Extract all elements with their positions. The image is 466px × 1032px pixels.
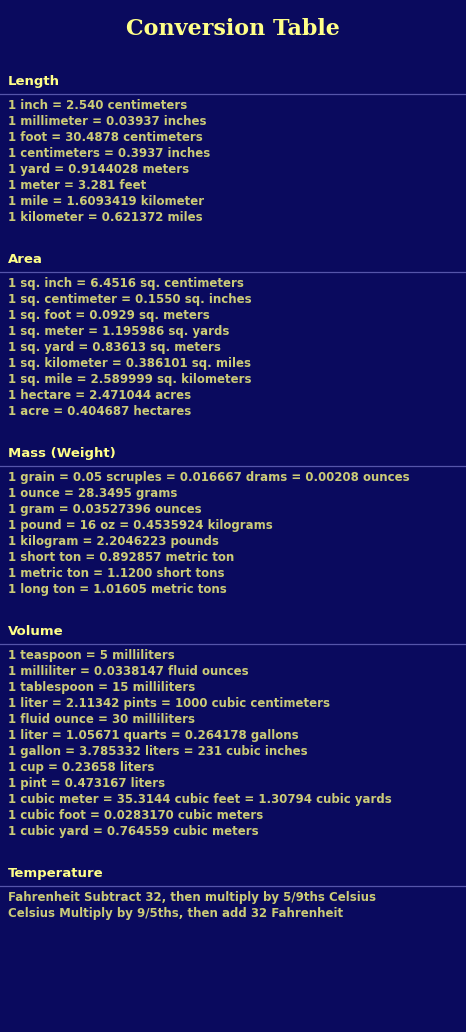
Text: 1 cup = 0.23658 liters: 1 cup = 0.23658 liters	[8, 761, 154, 774]
Text: Area: Area	[8, 253, 43, 266]
Text: 1 sq. inch = 6.4516 sq. centimeters: 1 sq. inch = 6.4516 sq. centimeters	[8, 277, 244, 290]
Text: 1 cubic yard = 0.764559 cubic meters: 1 cubic yard = 0.764559 cubic meters	[8, 825, 259, 838]
Text: 1 millimeter = 0.03937 inches: 1 millimeter = 0.03937 inches	[8, 115, 206, 128]
Text: 1 liter = 1.05671 quarts = 0.264178 gallons: 1 liter = 1.05671 quarts = 0.264178 gall…	[8, 729, 299, 742]
Text: 1 inch = 2.540 centimeters: 1 inch = 2.540 centimeters	[8, 99, 187, 112]
Text: 1 sq. foot = 0.0929 sq. meters: 1 sq. foot = 0.0929 sq. meters	[8, 309, 210, 322]
Text: Celsius Multiply by 9/5ths, then add 32 Fahrenheit: Celsius Multiply by 9/5ths, then add 32 …	[8, 907, 343, 920]
Text: 1 sq. kilometer = 0.386101 sq. miles: 1 sq. kilometer = 0.386101 sq. miles	[8, 357, 251, 370]
Text: 1 cubic foot = 0.0283170 cubic meters: 1 cubic foot = 0.0283170 cubic meters	[8, 809, 263, 823]
Text: 1 tablespoon = 15 milliliters: 1 tablespoon = 15 milliliters	[8, 681, 195, 694]
Text: 1 milliliter = 0.0338147 fluid ounces: 1 milliliter = 0.0338147 fluid ounces	[8, 665, 249, 678]
Text: 1 long ton = 1.01605 metric tons: 1 long ton = 1.01605 metric tons	[8, 583, 227, 596]
Text: Volume: Volume	[8, 625, 64, 638]
Text: 1 short ton = 0.892857 metric ton: 1 short ton = 0.892857 metric ton	[8, 551, 234, 565]
Text: Length: Length	[8, 75, 60, 88]
Text: 1 teaspoon = 5 milliliters: 1 teaspoon = 5 milliliters	[8, 649, 175, 662]
Text: 1 kilogram = 2.2046223 pounds: 1 kilogram = 2.2046223 pounds	[8, 535, 219, 548]
Text: 1 mile = 1.6093419 kilometer: 1 mile = 1.6093419 kilometer	[8, 195, 204, 208]
Text: 1 cubic meter = 35.3144 cubic feet = 1.30794 cubic yards: 1 cubic meter = 35.3144 cubic feet = 1.3…	[8, 793, 392, 806]
Text: 1 foot = 30.4878 centimeters: 1 foot = 30.4878 centimeters	[8, 131, 203, 144]
Text: 1 gram = 0.03527396 ounces: 1 gram = 0.03527396 ounces	[8, 503, 202, 516]
Text: Mass (Weight): Mass (Weight)	[8, 447, 116, 460]
Text: 1 grain = 0.05 scruples = 0.016667 drams = 0.00208 ounces: 1 grain = 0.05 scruples = 0.016667 drams…	[8, 471, 410, 484]
Text: 1 pint = 0.473167 liters: 1 pint = 0.473167 liters	[8, 777, 165, 791]
Text: 1 pound = 16 oz = 0.4535924 kilograms: 1 pound = 16 oz = 0.4535924 kilograms	[8, 519, 273, 533]
Text: 1 acre = 0.404687 hectares: 1 acre = 0.404687 hectares	[8, 405, 191, 418]
Text: 1 ounce = 28.3495 grams: 1 ounce = 28.3495 grams	[8, 487, 178, 499]
Text: 1 gallon = 3.785332 liters = 231 cubic inches: 1 gallon = 3.785332 liters = 231 cubic i…	[8, 745, 308, 757]
Text: 1 liter = 2.11342 pints = 1000 cubic centimeters: 1 liter = 2.11342 pints = 1000 cubic cen…	[8, 697, 330, 710]
Text: 1 fluid ounce = 30 milliliters: 1 fluid ounce = 30 milliliters	[8, 713, 195, 725]
Text: 1 meter = 3.281 feet: 1 meter = 3.281 feet	[8, 179, 146, 192]
Text: Fahrenheit Subtract 32, then multiply by 5/9ths Celsius: Fahrenheit Subtract 32, then multiply by…	[8, 891, 376, 904]
Text: 1 sq. yard = 0.83613 sq. meters: 1 sq. yard = 0.83613 sq. meters	[8, 341, 221, 354]
Text: 1 centimeters = 0.3937 inches: 1 centimeters = 0.3937 inches	[8, 147, 210, 160]
Text: 1 hectare = 2.471044 acres: 1 hectare = 2.471044 acres	[8, 389, 191, 402]
Text: 1 sq. mile = 2.589999 sq. kilometers: 1 sq. mile = 2.589999 sq. kilometers	[8, 373, 252, 386]
Text: 1 sq. centimeter = 0.1550 sq. inches: 1 sq. centimeter = 0.1550 sq. inches	[8, 293, 252, 307]
Text: 1 kilometer = 0.621372 miles: 1 kilometer = 0.621372 miles	[8, 211, 203, 224]
Text: Temperature: Temperature	[8, 867, 103, 880]
Text: 1 metric ton = 1.1200 short tons: 1 metric ton = 1.1200 short tons	[8, 567, 225, 580]
Text: Conversion Table: Conversion Table	[126, 18, 340, 40]
Text: 1 yard = 0.9144028 meters: 1 yard = 0.9144028 meters	[8, 163, 189, 176]
Text: 1 sq. meter = 1.195986 sq. yards: 1 sq. meter = 1.195986 sq. yards	[8, 325, 229, 338]
